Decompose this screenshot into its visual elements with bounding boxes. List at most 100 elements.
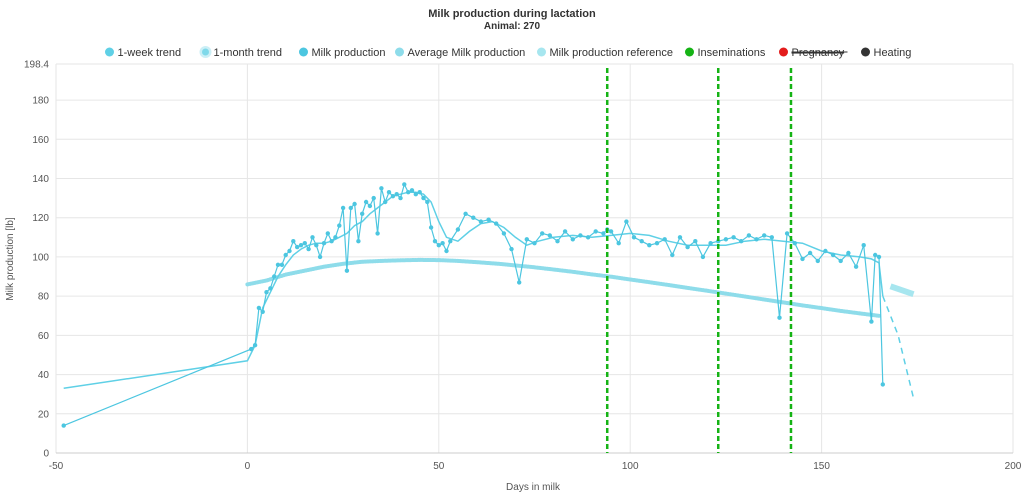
- milk-point[interactable]: [654, 241, 660, 246]
- milk-point[interactable]: [823, 248, 828, 254]
- milk-point[interactable]: [356, 239, 361, 244]
- milk-point[interactable]: [700, 254, 706, 260]
- legend-item-week_trend[interactable]: 1-week trend: [105, 47, 181, 59]
- milk-point[interactable]: [593, 229, 598, 234]
- average-point[interactable]: [379, 259, 384, 263]
- milk-point[interactable]: [283, 252, 288, 258]
- milk-point[interactable]: [601, 231, 606, 236]
- milk-point[interactable]: [448, 239, 453, 244]
- legend-item-heating[interactable]: Heating: [861, 47, 911, 59]
- milk-point[interactable]: [302, 241, 307, 246]
- average-point[interactable]: [283, 272, 288, 277]
- milk-point[interactable]: [375, 231, 380, 236]
- milk-point[interactable]: [524, 237, 529, 242]
- average-point[interactable]: [609, 274, 613, 279]
- average-point[interactable]: [628, 277, 632, 282]
- milk-point[interactable]: [325, 231, 330, 236]
- milk-point[interactable]: [838, 258, 843, 264]
- milk-point[interactable]: [670, 252, 675, 258]
- milk-point[interactable]: [256, 305, 262, 311]
- milk-point[interactable]: [379, 186, 384, 191]
- average-point[interactable]: [398, 258, 403, 263]
- milk-point[interactable]: [340, 205, 346, 211]
- milk-point[interactable]: [830, 252, 836, 258]
- milk-point[interactable]: [436, 243, 441, 248]
- milk-point[interactable]: [421, 195, 426, 201]
- milk-point[interactable]: [578, 233, 583, 238]
- milk-point[interactable]: [314, 243, 319, 248]
- milk-point[interactable]: [647, 243, 652, 248]
- milk-point[interactable]: [739, 239, 744, 244]
- milk-point[interactable]: [555, 239, 560, 244]
- average-point[interactable]: [571, 270, 575, 274]
- legend-item-average[interactable]: Average Milk production: [395, 47, 525, 59]
- milk-point[interactable]: [390, 194, 396, 199]
- milk-point[interactable]: [784, 231, 790, 236]
- milk-point[interactable]: [547, 233, 552, 238]
- milk-point[interactable]: [478, 219, 484, 224]
- milk-point[interactable]: [264, 290, 269, 295]
- milk-point[interactable]: [298, 243, 304, 248]
- average-point[interactable]: [685, 286, 690, 290]
- milk-point[interactable]: [873, 252, 878, 258]
- milk-point[interactable]: [317, 254, 323, 260]
- milk-point[interactable]: [406, 190, 411, 195]
- average-point[interactable]: [456, 259, 460, 263]
- milk-point[interactable]: [428, 225, 434, 230]
- average-point[interactable]: [819, 306, 824, 310]
- milk-point[interactable]: [846, 250, 851, 256]
- milk-point[interactable]: [252, 343, 258, 348]
- average-point[interactable]: [781, 300, 786, 305]
- milk-point[interactable]: [463, 211, 468, 216]
- milk-point[interactable]: [723, 237, 729, 242]
- milk-point[interactable]: [708, 241, 713, 246]
- milk-point[interactable]: [352, 201, 357, 207]
- average-point[interactable]: [647, 280, 652, 285]
- milk-point[interactable]: [432, 239, 438, 244]
- milk-point[interactable]: [344, 268, 350, 273]
- milk-point[interactable]: [455, 227, 461, 232]
- milk-point[interactable]: [61, 423, 66, 428]
- average-point[interactable]: [666, 283, 671, 287]
- milk-point[interactable]: [585, 235, 591, 240]
- average-point[interactable]: [437, 258, 441, 262]
- milk-point[interactable]: [394, 192, 399, 197]
- milk-point[interactable]: [731, 235, 736, 240]
- milk-point[interactable]: [880, 382, 885, 387]
- average-point[interactable]: [858, 311, 862, 316]
- milk-point[interactable]: [486, 217, 491, 222]
- milk-point[interactable]: [624, 219, 629, 224]
- milk-point[interactable]: [631, 235, 637, 240]
- milk-point[interactable]: [371, 195, 376, 201]
- milk-point[interactable]: [440, 241, 445, 246]
- milk-point[interactable]: [562, 229, 568, 234]
- milk-point[interactable]: [287, 248, 292, 254]
- milk-point[interactable]: [417, 190, 422, 195]
- milk-point[interactable]: [616, 241, 621, 246]
- milk-point[interactable]: [348, 205, 353, 211]
- average-point[interactable]: [762, 297, 766, 302]
- milk-point[interactable]: [268, 286, 273, 291]
- average-point[interactable]: [590, 272, 594, 277]
- milk-point[interactable]: [639, 239, 644, 244]
- milk-point[interactable]: [662, 237, 667, 242]
- milk-point[interactable]: [425, 199, 430, 205]
- average-point[interactable]: [532, 265, 537, 270]
- milk-point[interactable]: [693, 239, 698, 244]
- milk-point[interactable]: [608, 229, 614, 234]
- milk-point[interactable]: [471, 215, 476, 220]
- milk-point[interactable]: [853, 264, 859, 269]
- milk-point[interactable]: [509, 246, 514, 252]
- milk-point[interactable]: [869, 319, 874, 324]
- average-point[interactable]: [303, 268, 307, 273]
- legend-item-month_trend[interactable]: 1-month trend: [199, 46, 282, 59]
- average-point[interactable]: [705, 288, 709, 293]
- milk-point[interactable]: [501, 231, 507, 236]
- milk-point[interactable]: [444, 248, 449, 254]
- milk-point[interactable]: [861, 243, 866, 248]
- milk-point[interactable]: [306, 246, 311, 252]
- milk-point[interactable]: [367, 203, 373, 209]
- average-point[interactable]: [475, 260, 479, 265]
- milk-point[interactable]: [792, 241, 797, 246]
- milk-point[interactable]: [383, 199, 388, 205]
